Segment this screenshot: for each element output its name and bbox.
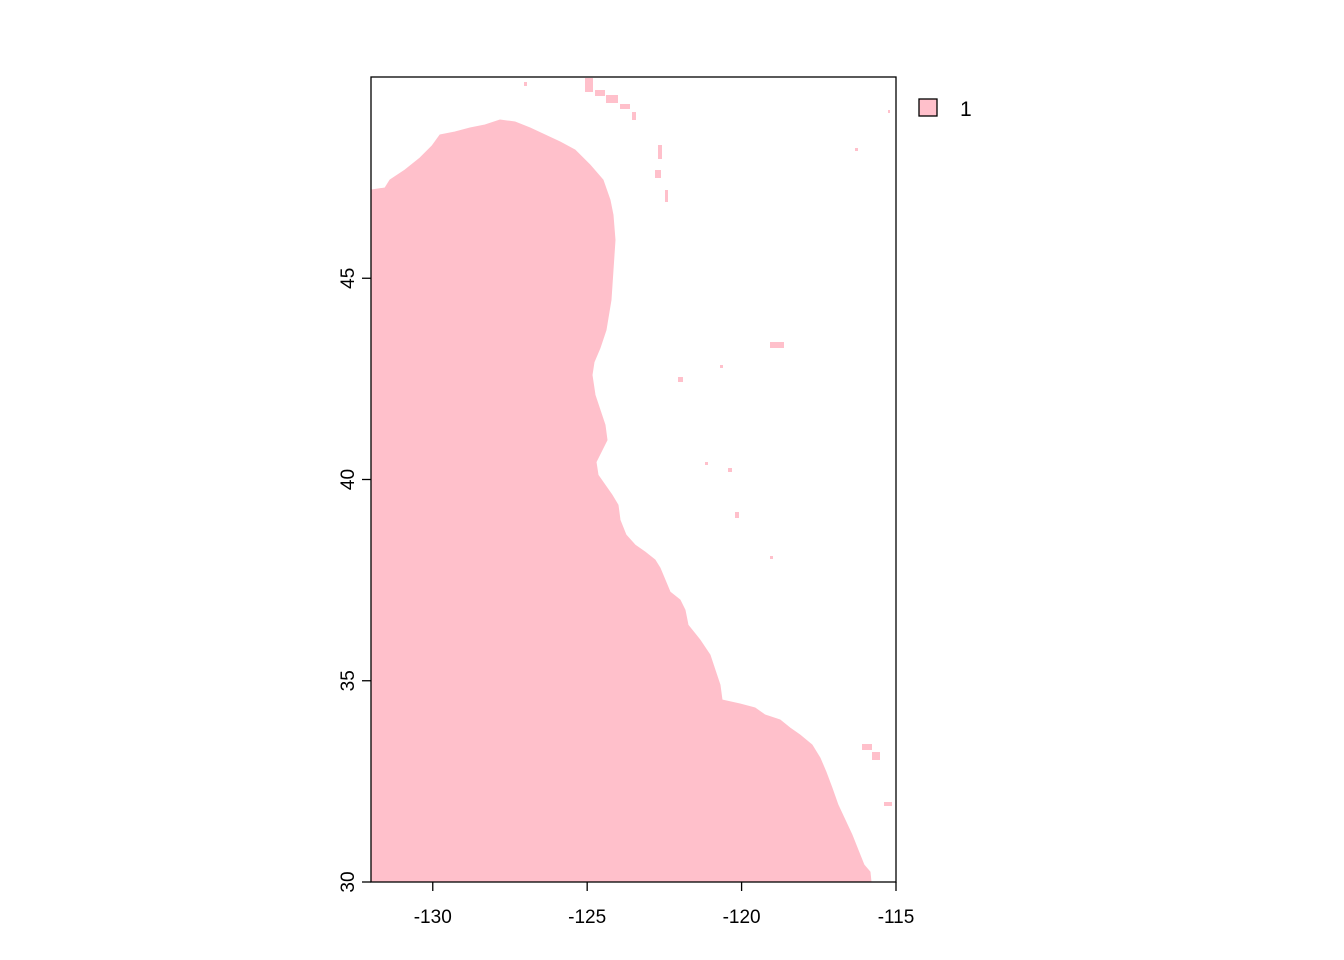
raster-region [370, 119, 872, 883]
raster-speck [665, 190, 668, 202]
raster-speck [658, 145, 662, 159]
y-tick-label: 30 [338, 871, 359, 892]
raster-speck [705, 462, 708, 465]
x-tick-label: -115 [878, 907, 915, 928]
raster-speck [790, 735, 794, 739]
raster-speck [760, 718, 766, 722]
legend-swatch [918, 98, 938, 117]
raster-speck [884, 802, 892, 806]
raster-fill [370, 119, 872, 883]
raster-speck [770, 342, 784, 348]
y-tick-label: 35 [338, 670, 359, 691]
raster-speck [872, 752, 880, 760]
raster-speck [524, 82, 527, 86]
raster-speck [655, 170, 661, 178]
raster-speck [855, 148, 858, 151]
raster-speck [888, 110, 890, 113]
raster-speck [728, 468, 732, 472]
raster-speck [678, 377, 683, 382]
raster-specks [524, 78, 892, 806]
y-axis: 30 35 40 45 [338, 268, 371, 893]
raster-speck [620, 104, 630, 109]
x-tick-label: -130 [414, 907, 452, 928]
x-tick-label: -125 [568, 907, 606, 928]
y-tick-label: 40 [338, 469, 359, 490]
x-axis: -130 -125 -120 -115 [414, 882, 915, 928]
y-tick-label: 45 [338, 268, 359, 289]
raster-speck [632, 112, 636, 120]
raster-speck [606, 95, 618, 103]
raster-speck [585, 78, 593, 92]
legend: 1 [918, 98, 972, 121]
raster-speck [770, 556, 773, 559]
legend-label: 1 [960, 98, 972, 121]
raster-speck [735, 512, 739, 518]
raster-speck [785, 764, 788, 767]
x-tick-label: -120 [723, 907, 761, 928]
raster-speck [595, 90, 605, 96]
raster-speck [862, 744, 872, 750]
raster-speck [720, 365, 723, 368]
